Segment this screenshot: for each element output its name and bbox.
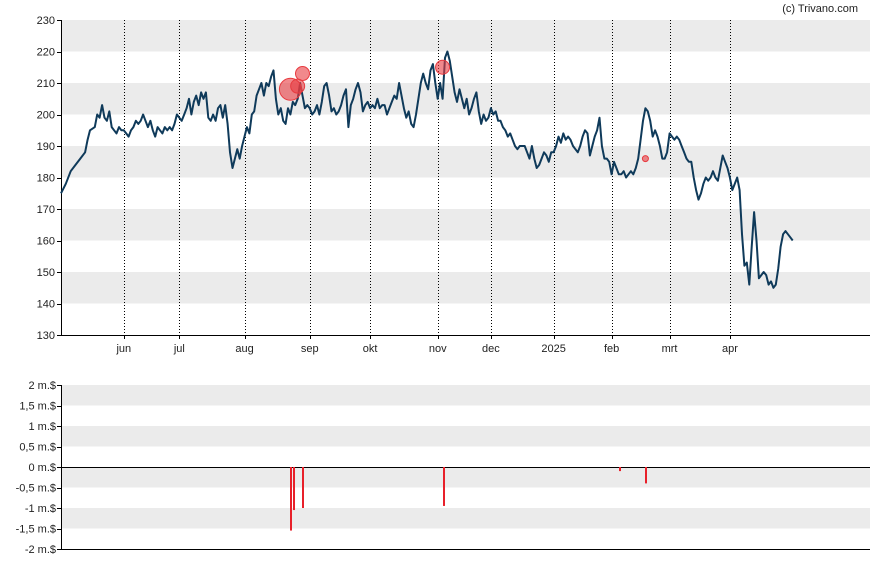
transactions-y-tick-label: -0,5 m.$: [16, 483, 56, 495]
price-x-tick-label: mrt: [662, 343, 678, 355]
price-chart-panel: 130 140 150 160 170 180 190 200 210 220 230 jun jul…: [37, 15, 870, 355]
transactions-y-tick-label: 1 m.$: [28, 421, 56, 433]
price-y-tick-label: 140: [37, 299, 55, 311]
price-band: [61, 146, 870, 178]
price-y-tick-label: 210: [37, 78, 55, 90]
transaction-bars: [290, 467, 647, 531]
price-y-tick-label: 180: [37, 173, 55, 185]
price-x-tick-labels: jun jul aug sep okt nov dec 2025 feb mrt apr: [115, 335, 738, 355]
transactions-y-tick-label: 0,5 m.$: [19, 442, 56, 454]
transactions-y-tick-label: 2 m.$: [28, 380, 56, 392]
transactions-chart-panel: -2 m.$ -1,5 m.$ -1 m.$ -0,5 m.$ 0 m.$ 0,5 m.$…: [16, 380, 870, 556]
price-x-tick-label: nov: [429, 343, 447, 355]
price-y-tick-label: 230: [37, 15, 55, 27]
price-x-tick-label: feb: [604, 343, 619, 355]
price-y-tick-labels: 130 140 150 160 170 180 190 200 210 220 230: [37, 15, 61, 342]
price-x-tick-label: jun: [115, 343, 131, 355]
transaction-bar: [645, 467, 647, 484]
transactions-band: [61, 426, 870, 447]
transaction-bar: [290, 467, 292, 531]
price-band: [61, 83, 870, 115]
transaction-bar: [619, 467, 621, 472]
price-series: [60, 50, 794, 289]
price-axes: [61, 20, 870, 336]
price-x-tick-label: okt: [363, 343, 378, 355]
transactions-y-tick-label: -2 m.$: [25, 544, 56, 556]
price-y-tick-label: 160: [37, 236, 55, 248]
price-y-tick-label: 130: [37, 330, 55, 342]
transactions-y-tick-label: 1,5 m.$: [19, 401, 56, 413]
transactions-grid-bands: [61, 385, 870, 529]
price-grid-bands: [61, 20, 870, 304]
transaction-marker: [290, 78, 306, 94]
transactions-y-tick-label: -1,5 m.$: [16, 524, 56, 536]
transaction-bar: [443, 467, 445, 506]
transaction-marker: [641, 155, 649, 163]
price-line: [60, 50, 794, 289]
transactions-band: [61, 508, 870, 529]
transaction-markers: [278, 59, 649, 163]
price-y-tick-label: 150: [37, 267, 55, 279]
transaction-marker: [435, 59, 451, 75]
transactions-y-tick-label: -1 m.$: [25, 503, 56, 515]
price-band: [61, 20, 870, 52]
transactions-axes: [61, 385, 870, 550]
transaction-bar: [302, 467, 304, 508]
price-x-tick-label: dec: [482, 343, 500, 355]
transactions-band: [61, 385, 870, 406]
price-y-tick-label: 220: [37, 47, 55, 59]
price-x-tick-label: sep: [301, 343, 319, 355]
price-y-tick-label: 190: [37, 141, 55, 153]
price-band: [61, 209, 870, 241]
price-x-tick-label: 2025: [541, 343, 565, 355]
price-y-tick-label: 170: [37, 204, 55, 216]
price-x-tick-label: jul: [173, 343, 185, 355]
price-y-tick-label: 200: [37, 110, 55, 122]
transactions-y-tick-labels: -2 m.$ -1,5 m.$ -1 m.$ -0,5 m.$ 0 m.$ 0,5 m.$…: [16, 380, 61, 556]
price-x-tick-label: apr: [722, 343, 738, 355]
transactions-y-tick-label: 0 m.$: [28, 462, 56, 474]
transactions-band: [61, 467, 870, 488]
transaction-bar: [293, 467, 295, 511]
credit-label: (c) Trivano.com: [782, 3, 858, 15]
price-x-tick-label: aug: [235, 343, 253, 355]
price-band: [61, 272, 870, 304]
transaction-marker: [294, 66, 310, 82]
